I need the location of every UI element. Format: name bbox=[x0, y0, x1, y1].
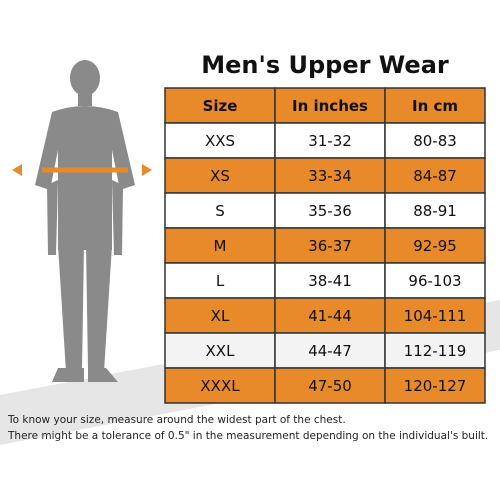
cell-text: S bbox=[215, 202, 225, 220]
table-cell bbox=[274, 332, 386, 369]
table-cell bbox=[164, 157, 276, 194]
cell-text: L bbox=[216, 272, 225, 290]
table-cell bbox=[384, 367, 486, 404]
cell-text: 38-41 bbox=[308, 272, 352, 290]
table-cell bbox=[384, 297, 486, 334]
cell-text: 84-87 bbox=[413, 167, 457, 185]
cell-text: M bbox=[214, 237, 227, 255]
cell-text: 44-47 bbox=[308, 342, 352, 360]
cell-text: 35-36 bbox=[308, 202, 352, 220]
title: Men's Upper Wear bbox=[201, 51, 449, 79]
table-cell bbox=[384, 192, 486, 229]
table-cell bbox=[274, 262, 386, 299]
table-cell bbox=[384, 227, 486, 264]
cell-text: XXXL bbox=[200, 377, 240, 395]
cell-text: 41-44 bbox=[308, 307, 352, 325]
column-header: In cm bbox=[412, 97, 458, 115]
cell-text: 104-111 bbox=[404, 307, 467, 325]
table-cell bbox=[274, 367, 386, 404]
table-cell bbox=[274, 227, 386, 264]
table-cell bbox=[164, 332, 276, 369]
cell-text: XXL bbox=[206, 342, 236, 360]
cell-text: 33-34 bbox=[308, 167, 352, 185]
cell-text: 120-127 bbox=[404, 377, 467, 395]
note: There might be a tolerance of 0.5" in th… bbox=[7, 430, 488, 442]
table-cell bbox=[384, 262, 486, 299]
table-cell bbox=[384, 332, 486, 369]
table-cell bbox=[274, 297, 386, 334]
arrow-right bbox=[142, 164, 152, 176]
arrow-left bbox=[12, 164, 22, 176]
size-table: Size In inches In cm XXS 31-32 80-83 XS 33-34 84… bbox=[164, 87, 486, 404]
cell-text: XS bbox=[210, 167, 230, 185]
cell-text: 36-37 bbox=[308, 237, 352, 255]
cell-text: XL bbox=[211, 307, 230, 325]
figure bbox=[35, 60, 135, 382]
column-header: Size bbox=[203, 97, 238, 115]
cell-text: 31-32 bbox=[308, 132, 352, 150]
table-cell bbox=[384, 87, 486, 124]
cell-text: 92-95 bbox=[413, 237, 457, 255]
cell-text: 80-83 bbox=[413, 132, 457, 150]
column-header: In inches bbox=[292, 97, 368, 115]
cell-text: 112-119 bbox=[404, 342, 467, 360]
cell-text: XXS bbox=[205, 132, 235, 150]
cell-text: 88-91 bbox=[413, 202, 457, 220]
table-cell bbox=[164, 122, 276, 159]
cell-text: 47-50 bbox=[308, 377, 352, 395]
table-cell bbox=[384, 122, 486, 159]
cell-text: 96-103 bbox=[408, 272, 461, 290]
note: To know your size, measure around the wi… bbox=[7, 414, 346, 426]
table-cell bbox=[274, 192, 386, 229]
